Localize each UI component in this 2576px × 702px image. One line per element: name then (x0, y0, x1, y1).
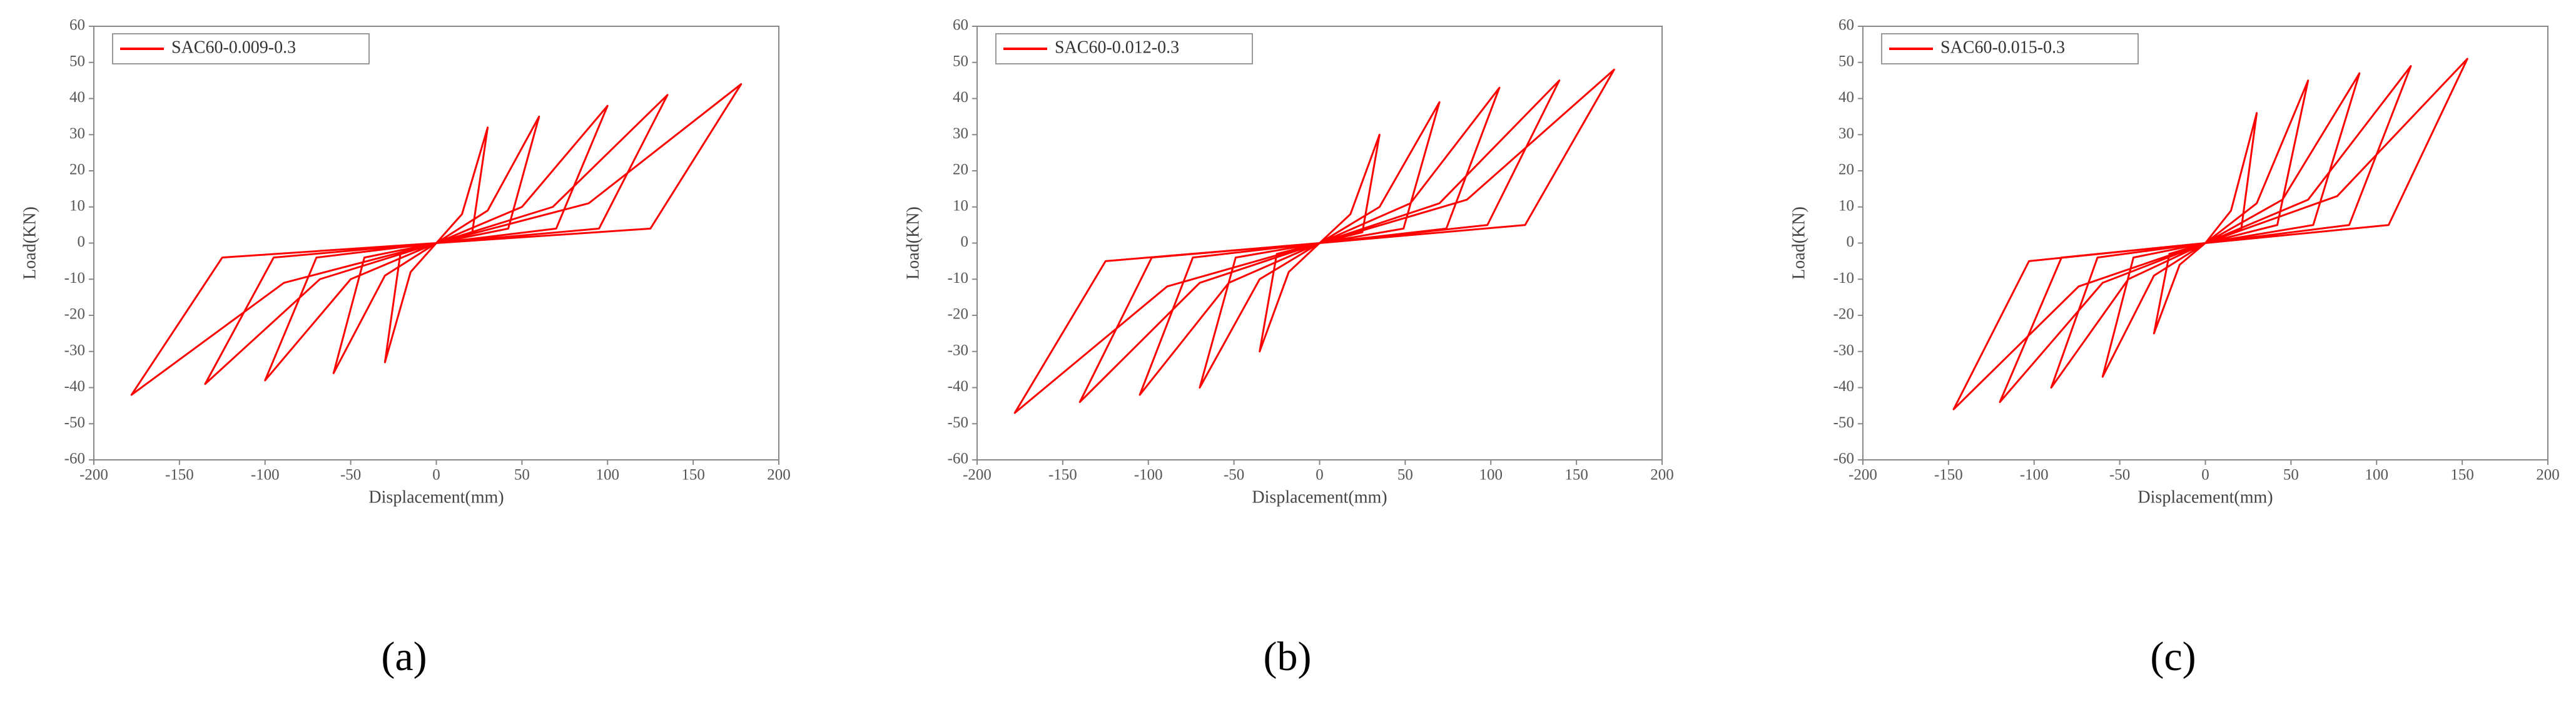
y-tick-label: -40 (64, 378, 85, 395)
y-tick-label: 60 (69, 17, 85, 34)
hysteresis-curve (1013, 68, 1615, 414)
x-tick-label: -100 (251, 467, 280, 484)
y-axis-label: Load(KN) (1789, 206, 1808, 280)
y-tick-label: 30 (1838, 125, 1854, 142)
y-tick-label: -10 (64, 270, 85, 287)
y-tick-label: -30 (1833, 342, 1854, 359)
x-tick-label: 100 (1479, 467, 1503, 484)
y-tick-label: 50 (69, 53, 85, 69)
y-tick-label: -40 (1833, 378, 1854, 395)
x-tick-label: 150 (1564, 467, 1588, 484)
y-tick-label: 10 (1838, 197, 1854, 214)
y-tick-label: 40 (69, 89, 85, 106)
x-tick-label: 200 (2536, 467, 2560, 484)
legend-label: SAC60-0.009-0.3 (171, 38, 296, 57)
y-tick-label: -50 (64, 414, 85, 431)
y-tick-label: -60 (948, 450, 968, 467)
y-tick-label: 20 (1838, 161, 1854, 178)
y-tick-label: -40 (948, 378, 968, 395)
y-tick-label: 40 (953, 89, 968, 106)
x-tick-label: -200 (79, 467, 108, 484)
y-tick-label: 60 (1838, 17, 1854, 34)
y-tick-label: 50 (1838, 53, 1854, 69)
y-axis-label: Load(KN) (903, 206, 923, 280)
x-tick-label: 50 (514, 467, 530, 484)
hysteresis-curve (1952, 58, 2468, 410)
x-tick-label: -50 (340, 467, 361, 484)
x-tick-label: -100 (2020, 467, 2049, 484)
x-tick-label: -100 (1134, 467, 1163, 484)
x-tick-label: -200 (1848, 467, 1877, 484)
x-tick-label: -200 (963, 467, 991, 484)
y-tick-label: -60 (1833, 450, 1854, 467)
x-tick-label: 200 (767, 467, 791, 484)
x-tick-label: 0 (2201, 467, 2209, 484)
x-tick-label: -50 (2109, 467, 2130, 484)
x-axis-label: Displacement(mm) (1252, 487, 1387, 507)
y-tick-label: -20 (948, 306, 968, 323)
panel-caption: (b) (1264, 634, 1312, 679)
y-tick-label: 10 (953, 197, 968, 214)
y-tick-label: 20 (69, 161, 85, 178)
y-tick-label: 30 (69, 125, 85, 142)
y-tick-label: -20 (1833, 306, 1854, 323)
x-tick-label: 150 (681, 467, 705, 484)
panel-caption: (a) (381, 634, 427, 679)
x-axis-label: Displacement(mm) (368, 487, 504, 507)
x-tick-label: 100 (2365, 467, 2389, 484)
y-axis-label: Load(KN) (20, 206, 39, 280)
y-tick-label: -30 (948, 342, 968, 359)
y-tick-label: -20 (64, 306, 85, 323)
y-tick-label: 30 (953, 125, 968, 142)
legend-label: SAC60-0.015-0.3 (1940, 38, 2065, 57)
x-tick-label: 200 (1650, 467, 1674, 484)
x-tick-label: 150 (2450, 467, 2474, 484)
y-tick-label: -60 (64, 450, 85, 467)
x-tick-label: 50 (2283, 467, 2299, 484)
y-tick-label: 40 (1838, 89, 1854, 106)
y-tick-label: 20 (953, 161, 968, 178)
y-tick-label: 0 (1847, 233, 1855, 250)
x-axis-label: Displacement(mm) (2137, 487, 2273, 507)
x-tick-label: -150 (1934, 467, 1963, 484)
y-tick-label: 50 (953, 53, 968, 69)
y-tick-label: 10 (69, 197, 85, 214)
y-tick-label: -50 (1833, 414, 1854, 431)
x-tick-label: 100 (596, 467, 620, 484)
y-tick-label: 0 (961, 233, 969, 250)
x-tick-label: 0 (432, 467, 440, 484)
legend-label: SAC60-0.012-0.3 (1055, 38, 1179, 57)
x-tick-label: -150 (165, 467, 194, 484)
x-tick-label: -150 (1048, 467, 1077, 484)
y-tick-label: -10 (948, 270, 968, 287)
hysteresis-curve (130, 83, 743, 396)
x-tick-label: 0 (1316, 467, 1324, 484)
panel-caption: (c) (2150, 634, 2196, 679)
y-tick-label: 0 (78, 233, 86, 250)
y-tick-label: -50 (948, 414, 968, 431)
y-tick-label: -30 (64, 342, 85, 359)
y-tick-label: 60 (953, 17, 968, 34)
y-tick-label: -10 (1833, 270, 1854, 287)
x-tick-label: -50 (1224, 467, 1244, 484)
x-tick-label: 50 (1397, 467, 1413, 484)
